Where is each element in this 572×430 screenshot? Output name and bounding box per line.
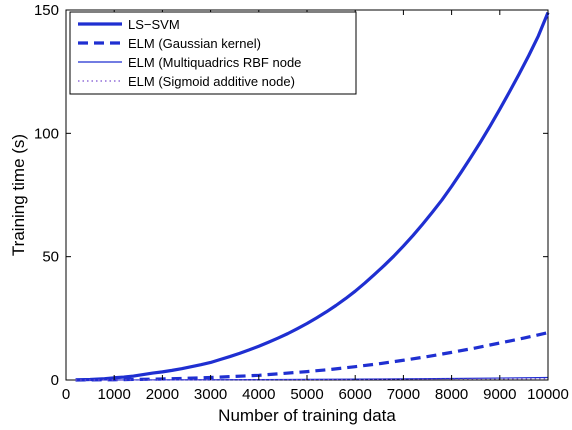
x-tick-label: 3000 [194, 386, 227, 403]
x-axis-title: Number of training data [218, 406, 396, 425]
y-tick-label: 50 [42, 249, 59, 266]
legend-label-3: ELM (Multiquadrics RBF node [128, 55, 301, 70]
legend-items: LS−SVM ELM (Gaussian kernel) ELM (Multiqua… [78, 17, 301, 89]
y-axis-title: Training time (s) [9, 134, 28, 256]
x-tick-label: 2000 [146, 386, 179, 403]
legend-label-1: LS−SVM [128, 17, 180, 32]
y-tick-label: 100 [34, 125, 59, 142]
x-tick-label: 1000 [98, 386, 131, 403]
x-tick-label: 9000 [483, 386, 516, 403]
x-tick-label: 10000 [527, 386, 569, 403]
x-tick-label: 4000 [242, 386, 275, 403]
series-line-1 [75, 11, 550, 382]
legend-label-4: ELM (Sigmoid additive node) [128, 74, 295, 89]
x-tick-label: 6000 [339, 386, 372, 403]
legend: LS−SVM ELM (Gaussian kernel) ELM (Multiqua… [69, 11, 357, 95]
x-tick-label: 8000 [435, 386, 468, 403]
legend-box [69, 11, 357, 95]
x-tick-label: 5000 [290, 386, 323, 403]
y-tick-label: 0 [51, 372, 59, 389]
x-tick-label: 0 [62, 386, 70, 403]
series-line-4 [75, 378, 549, 381]
series-line-2 [75, 331, 549, 382]
ticks-layer: 0 1000 2000 3000 4000 5000 6000 7000 8000 9000 100… [34, 2, 569, 403]
x-tick-label: 7000 [387, 386, 420, 403]
y-tick-label: 150 [34, 2, 59, 19]
legend-label-2: ELM (Gaussian kernel) [128, 36, 261, 51]
